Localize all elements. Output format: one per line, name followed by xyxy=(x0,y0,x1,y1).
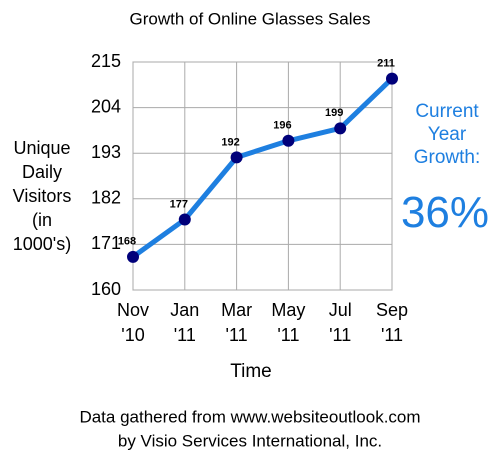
data-point xyxy=(386,72,398,85)
y-tick-label: 171 xyxy=(91,233,121,253)
data-label: 199 xyxy=(325,107,343,119)
data-label: 196 xyxy=(273,120,291,132)
x-axis-label: Time xyxy=(230,361,272,382)
data-point xyxy=(282,134,295,147)
x-tick-label: Mar '11 xyxy=(221,300,252,345)
data-point xyxy=(127,250,139,263)
x-tick-label: May '11 xyxy=(271,300,305,345)
annotation-label: Current Year Growth: xyxy=(413,101,481,168)
x-tick-label: Jan '11 xyxy=(170,300,199,345)
annotation-value: 36% xyxy=(400,188,490,237)
source-line: Data gathered from www.websiteoutlook.co… xyxy=(79,407,420,426)
y-tick-label: 160 xyxy=(91,279,121,299)
data-label: 192 xyxy=(221,136,239,148)
data-point xyxy=(178,213,191,226)
source-line: by Visio Services International, Inc. xyxy=(118,431,382,450)
data-point xyxy=(334,122,347,135)
data-label: 168 xyxy=(118,236,136,248)
y-tick-label: 215 xyxy=(91,51,121,71)
plot-area xyxy=(132,61,393,291)
y-tick-label: 182 xyxy=(91,188,121,208)
y-tick-label: 193 xyxy=(91,142,121,162)
y-axis-label: Unique Daily Visitors (in 1000's) xyxy=(12,138,72,254)
y-tick-label: 204 xyxy=(91,96,121,116)
data-label: 211 xyxy=(377,57,395,69)
x-tick-label: Jul '11 xyxy=(329,300,352,345)
data-point xyxy=(230,151,243,164)
data-label: 177 xyxy=(170,198,188,210)
line-series xyxy=(131,76,394,259)
x-tick-label: Nov '10 xyxy=(117,300,149,345)
chart-title: Growth of Online Glasses Sales xyxy=(130,9,371,28)
x-tick-label: Sep '11 xyxy=(376,300,408,345)
